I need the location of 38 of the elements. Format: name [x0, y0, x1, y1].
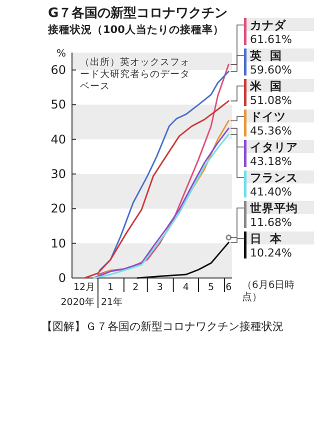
y-tick-label: 10: [50, 236, 66, 250]
data-label: 11.68%: [250, 216, 292, 229]
data-label: 43.18%: [250, 155, 292, 168]
text: 21年: [100, 296, 124, 308]
legend-label: イタリア: [250, 140, 298, 154]
chart-title: G７各国の新型コロナワクチン: [48, 5, 228, 21]
x-tick-label: 3: [156, 282, 163, 293]
x-tick-label: 12月: [74, 282, 96, 293]
legend-label: ドイツ: [250, 110, 286, 124]
data-label: 51.08%: [250, 94, 292, 107]
data-label: 41.40%: [250, 186, 292, 198]
legend-label: 米国: [249, 79, 290, 93]
legend-label: フランス: [250, 170, 298, 184]
text: （6月6日時点）: [242, 280, 296, 304]
chart-subtitle: 接種状況（100人当たりの接種率）: [47, 23, 224, 36]
y-tick-label: 0: [58, 271, 66, 285]
y-axis-title: %: [56, 48, 66, 60]
text: 2020年: [60, 296, 95, 308]
data-label: 59.60%: [250, 64, 292, 76]
y-tick-label: 60: [50, 63, 66, 77]
x-tick-label: 1: [108, 282, 114, 293]
y-tick-label: 40: [50, 132, 66, 146]
legend-label: 英国: [249, 48, 290, 62]
x-tick-label: 6: [226, 282, 232, 293]
legend-label: 日本: [250, 232, 290, 246]
annotation: （出所）英オックスフォード大研究者らのデータベース: [80, 56, 190, 93]
legend-label: カナダ: [250, 18, 287, 32]
legend-label: 世界平均: [249, 201, 298, 215]
y-tick-label: 50: [50, 98, 66, 112]
data-label: 10.24%: [250, 246, 292, 260]
x-tick-label: 4: [182, 282, 189, 293]
text: 【図解】Ｇ７各国の新型コロナワクチン接種状況: [42, 320, 284, 333]
y-tick-label: 20: [50, 202, 66, 216]
x-tick-label: 5: [208, 282, 214, 293]
y-tick-label: 30: [50, 167, 66, 181]
data-label: 61.61%: [250, 33, 292, 46]
x-tick-label: 2: [132, 282, 139, 293]
data-label: 45.36%: [250, 124, 292, 138]
